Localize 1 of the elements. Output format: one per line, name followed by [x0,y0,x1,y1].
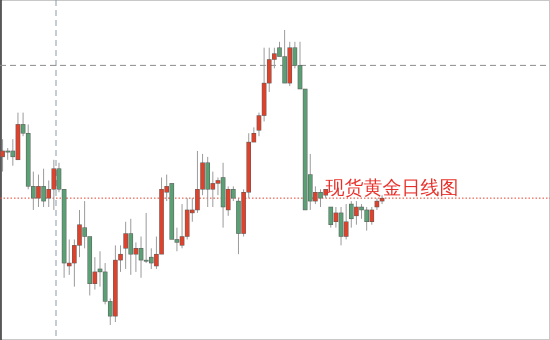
text: 现货黄金日线图 [326,177,458,199]
